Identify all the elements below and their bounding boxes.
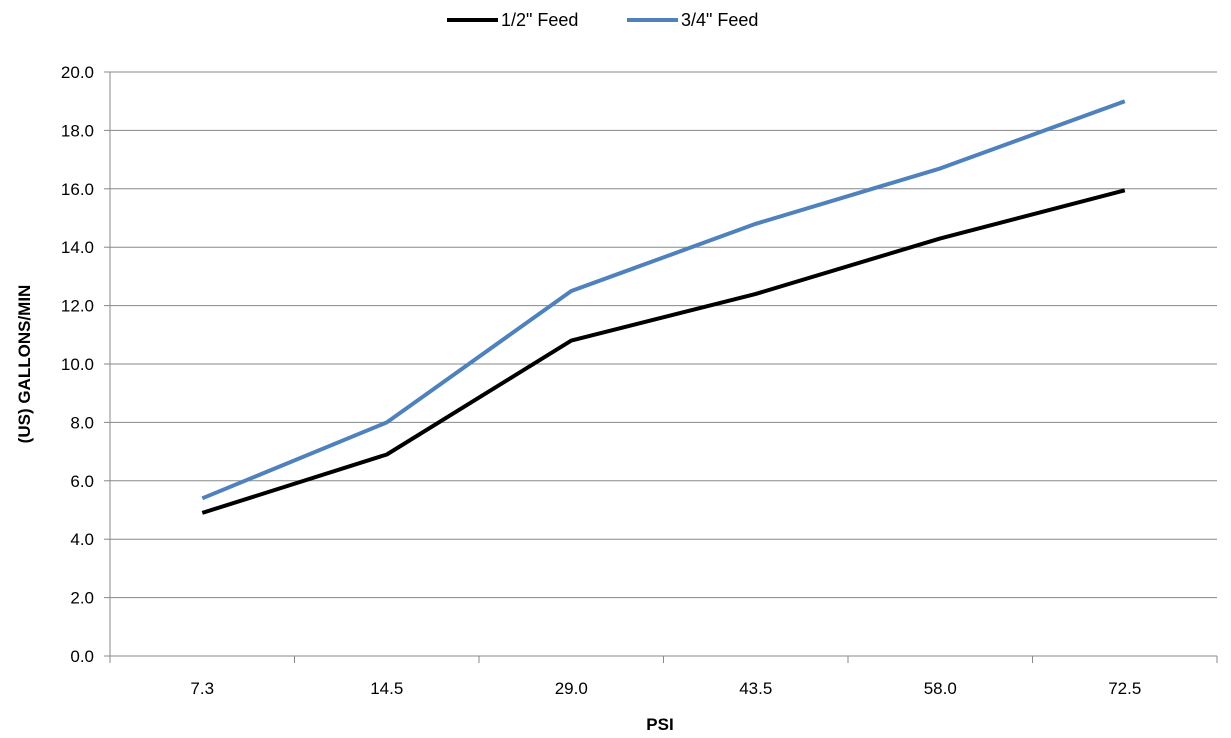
y-tick-label: 8.0: [70, 413, 94, 432]
gridlines: [110, 71, 1217, 599]
legend-item: 1/2" Feed: [447, 10, 578, 30]
y-tick-label: 0.0: [70, 647, 94, 666]
x-tick-label: 29.0: [555, 679, 588, 698]
legend-label: 1/2" Feed: [501, 10, 578, 30]
legend-item: 3/4" Feed: [627, 10, 758, 30]
y-tick-label: 20.0: [61, 63, 94, 82]
y-tick-label: 12.0: [61, 297, 94, 316]
y-axis-title: (US) GALLONS/MIN: [15, 285, 34, 444]
y-tick-label: 14.0: [61, 238, 94, 257]
x-tick-label: 43.5: [739, 679, 772, 698]
legend: 1/2" Feed 3/4" Feed: [447, 10, 758, 30]
x-tick-label: 14.5: [370, 679, 403, 698]
series-lines: [201, 99, 1126, 515]
y-tick-label: 10.0: [61, 355, 94, 374]
x-axis-ticks: 7.3 14.5 29.0 43.5 58.0 72.5: [190, 679, 1141, 698]
y-tick-label: 4.0: [70, 530, 94, 549]
y-axis-ticks: 0.0 2.0 4.0 6.0 8.0 10.0 12.0 14.0 16.0 18.0 20.0: [61, 63, 94, 666]
series-line-1: [201, 99, 1126, 501]
x-axis-title: PSI: [646, 715, 673, 734]
y-tick-label: 6.0: [70, 472, 94, 491]
legend-label: 3/4" Feed: [681, 10, 758, 30]
y-tick-label: 18.0: [61, 121, 94, 140]
y-tick-label: 2.0: [70, 589, 94, 608]
series-line-0: [201, 188, 1126, 515]
axes: [104, 71, 1218, 663]
y-tick-label: 16.0: [61, 180, 94, 199]
x-tick-label: 72.5: [1108, 679, 1141, 698]
x-tick-label: 7.3: [190, 679, 214, 698]
x-tick-label: 58.0: [924, 679, 957, 698]
